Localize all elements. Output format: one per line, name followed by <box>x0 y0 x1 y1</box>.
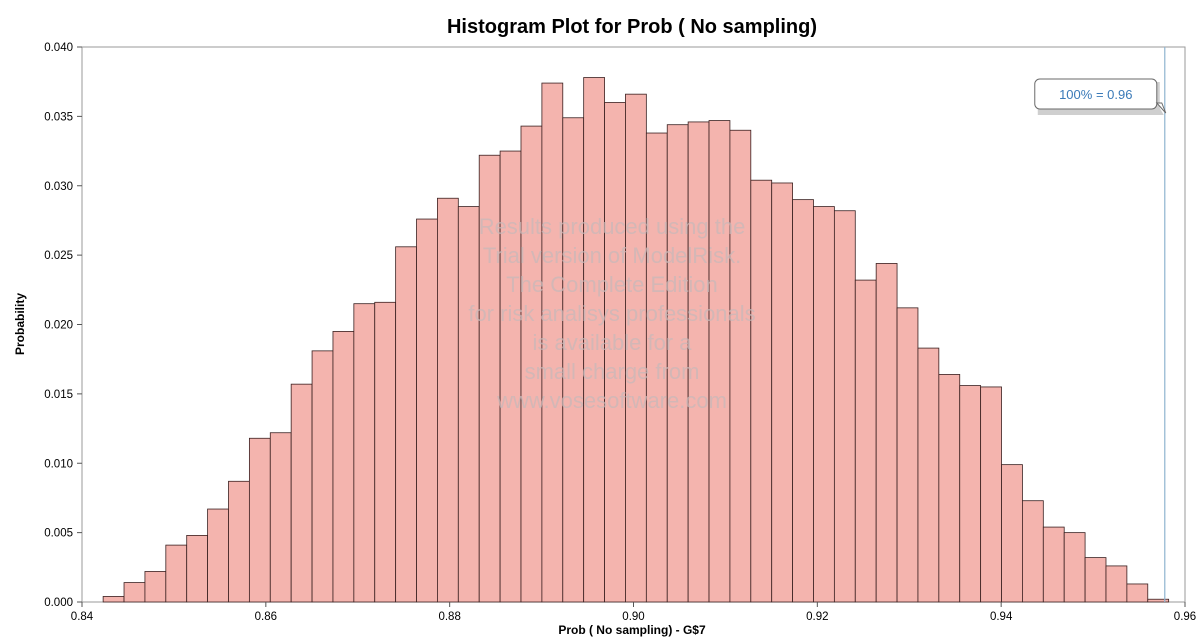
watermark-line: Results produced using the <box>479 214 746 239</box>
histogram-bar <box>228 480 250 603</box>
histogram-bar <box>207 508 229 603</box>
histogram-bar <box>771 182 794 603</box>
x-tick-label: 0.86 <box>255 611 277 623</box>
chart-title: Histogram Plot for Prob ( No sampling) <box>447 16 817 38</box>
histogram-bar <box>813 206 835 603</box>
x-tick-label: 0.94 <box>990 611 1013 623</box>
histogram-bar <box>269 432 292 603</box>
histogram-bar <box>102 596 125 603</box>
histogram-bar <box>875 263 898 603</box>
y-tick-label: 0.015 <box>44 389 73 401</box>
x-axis: 0.84 0.86 0.88 0.90 0.92 0.94 0.96 <box>71 602 1196 623</box>
watermark-line: is available for a <box>533 330 693 355</box>
histogram-bars <box>102 77 1170 603</box>
histogram-bar <box>833 210 856 603</box>
watermark-line: small charge from <box>525 359 700 384</box>
histogram-bar <box>186 535 209 603</box>
x-tick-label: 0.88 <box>438 611 460 623</box>
y-axis-title: Probability <box>13 293 27 355</box>
histogram-bar <box>1105 565 1128 603</box>
histogram-bar <box>290 383 313 603</box>
histogram-bar <box>980 386 1002 603</box>
histogram-bar <box>896 307 919 603</box>
histogram-bar <box>1001 464 1023 603</box>
marker-label: 100% = 0.96 <box>1059 87 1132 102</box>
histogram-bar <box>792 199 814 603</box>
watermark-line: for risk analisys professionals <box>468 301 755 326</box>
y-tick-label: 0.035 <box>44 111 73 123</box>
y-tick-label: 0.040 <box>44 42 73 54</box>
watermark-line: The Complete Edition <box>506 272 718 297</box>
x-tick-label: 0.92 <box>806 611 828 623</box>
trial-watermark: Results produced using the Trial version … <box>468 214 755 413</box>
callout-pointer <box>1155 102 1167 114</box>
y-axis: 0.000 0.005 0.010 0.015 0.020 0.025 0.030 0.035… <box>44 42 82 609</box>
histogram-bar <box>750 179 773 603</box>
y-tick-label: 0.005 <box>44 528 73 540</box>
x-tick-label: 0.84 <box>71 611 94 623</box>
histogram-bar <box>332 331 355 603</box>
histogram-bar <box>311 350 334 603</box>
histogram-bar <box>1126 583 1149 603</box>
histogram-bar <box>917 347 940 603</box>
histogram-bar <box>1147 598 1170 603</box>
histogram-bar <box>1022 500 1044 603</box>
histogram-bar <box>144 571 167 603</box>
histogram-bar <box>416 218 438 603</box>
histogram-bar <box>708 120 731 603</box>
x-axis-title: Prob ( No sampling) - G$7 <box>558 623 706 637</box>
y-tick-label: 0.025 <box>44 250 73 262</box>
x-tick-label: 0.96 <box>1174 611 1196 623</box>
y-tick-label: 0.030 <box>44 181 73 193</box>
watermark-line: Trial version of ModelRisk. <box>483 243 741 268</box>
histogram-bar <box>437 197 459 603</box>
histogram-bar <box>457 206 480 603</box>
histogram-bar <box>353 303 376 603</box>
y-tick-label: 0.000 <box>44 597 73 609</box>
y-tick-label: 0.010 <box>44 458 73 470</box>
percentile-marker: 100% = 0.96 <box>1034 47 1167 602</box>
watermark-line: www.vosesoftware.com <box>496 388 727 413</box>
histogram-bar <box>729 129 752 603</box>
marker-callout <box>1034 78 1158 110</box>
histogram-bar <box>1063 532 1086 603</box>
histogram-bar <box>248 437 271 603</box>
histogram-bar <box>1084 557 1107 603</box>
histogram-bar <box>1042 526 1065 603</box>
histogram-bar <box>374 301 397 603</box>
histogram-bar <box>959 385 982 603</box>
x-tick-label: 0.90 <box>622 611 644 623</box>
histogram-bar <box>123 582 146 603</box>
y-tick-label: 0.020 <box>44 320 73 332</box>
histogram-bar <box>395 246 417 603</box>
histogram-bar <box>938 374 961 603</box>
histogram-bar <box>165 544 188 603</box>
histogram-bar <box>854 279 877 603</box>
